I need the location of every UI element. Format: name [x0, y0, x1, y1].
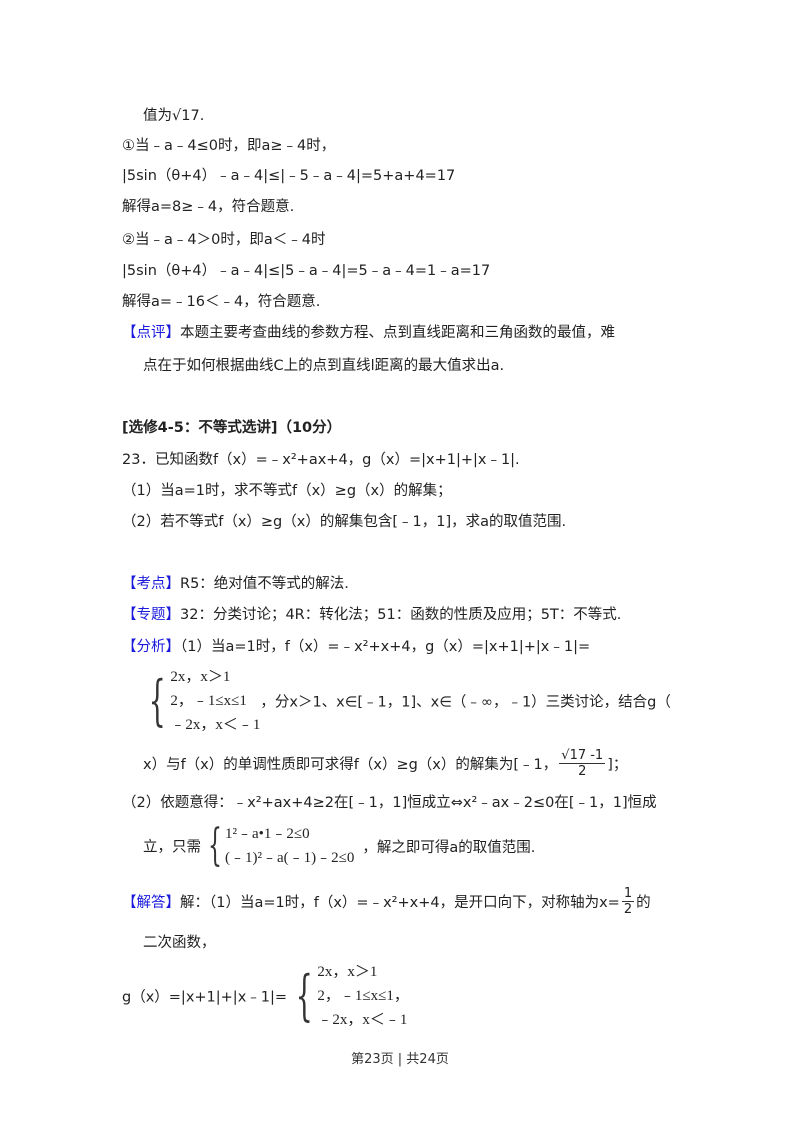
zhuanti-text: 32：分类讨论；4R：转化法；51：函数的性质及应用；5T：不等式.: [180, 607, 622, 623]
question-part-1: （1）当a=1时，求不等式f（x）≥g（x）的解集；: [122, 483, 452, 499]
piecewise-function: {2x，x＞1 2，﹣1≤x≤1， ﹣2x，x＜﹣1: [287, 960, 409, 1032]
text-line: 二次函数，: [143, 935, 216, 951]
kaodian-tag: 【考点】: [122, 576, 180, 592]
review-text: 本题主要考查曲线的参数方程、点到直线距离和三角函数的最值，难: [180, 325, 615, 341]
review-line: 【点评】本题主要考查曲线的参数方程、点到直线距离和三角函数的最值，难: [122, 323, 615, 343]
brace-icon: {: [208, 820, 222, 871]
text-line: ②当﹣a﹣4＞0时，即a＜﹣4时: [122, 232, 326, 248]
brace-icon: {: [295, 964, 313, 1027]
text: ]；: [607, 757, 628, 773]
text: x）与f（x）的单调性质即可求得f（x）≥g（x）的解集为[﹣1，: [143, 757, 558, 773]
zhuanti-line: 【专题】32：分类讨论；4R：转化法；51：函数的性质及应用；5T：不等式.: [122, 605, 621, 625]
text-line: |5sin（θ+4）﹣a﹣4|≤|5﹣a﹣4|=5﹣a﹣4=1﹣a=17: [122, 263, 491, 279]
text: ，解之即可得a的取值范围.: [362, 839, 536, 856]
piecewise-line: {2x，x＞1 2，﹣1≤x≤1 ﹣2x，x＜﹣1 ，分x＞1、x∈[﹣1，1]、x∈…: [140, 665, 671, 737]
question-text: 23．已知函数f（x）=﹣x²+ax+4，g（x）=|x+1|+|x﹣1|.: [122, 452, 520, 468]
zhuanti-tag: 【专题】: [122, 607, 180, 623]
text: 的: [636, 895, 651, 911]
denominator: 2: [623, 902, 633, 917]
denominator: 2: [578, 764, 587, 779]
system-row: 1²﹣a•1﹣2≤0: [225, 826, 310, 842]
numerator: √17 -1: [559, 748, 606, 764]
piecewise-row: 2x，x＞1: [170, 669, 231, 685]
text-line: 点在于如何根据曲线C上的点到直线l距离的最大值求出a.: [143, 358, 505, 374]
piecewise-row: 2，﹣1≤x≤1: [170, 693, 247, 709]
system-row: (﹣1)²﹣a(﹣1)﹣2≤0: [225, 850, 355, 866]
piecewise-function: {2x，x＞1 2，﹣1≤x≤1 ﹣2x，x＜﹣1: [140, 665, 261, 737]
piecewise-row: ﹣2x，x＜﹣1: [317, 1012, 408, 1028]
text: 解：（1）当a=1时，f（x）=﹣x²+x+4，是开口向下，对称轴为x=: [180, 895, 620, 911]
text: g（x）=|x+1|+|x﹣1|=: [122, 989, 288, 1006]
fenxi-tag: 【分析】: [122, 639, 180, 655]
piecewise-row: 2x，x＞1: [317, 964, 378, 980]
page-footer: 第23页 | 共24页: [351, 1052, 449, 1067]
review-tag: 【点评】: [122, 325, 180, 341]
brace-icon: {: [148, 669, 166, 732]
kaodian-line: 【考点】R5：绝对值不等式的解法.: [122, 574, 349, 594]
text-line: 立，只需 {1²﹣a•1﹣2≤0 (﹣1)²﹣a(﹣1)﹣2≤0 ，解之即可得a的取值…: [143, 822, 535, 870]
text-line: （2）依题意得：﹣x²+ax+4≥2在[﹣1，1]恒成立⇔x²﹣ax﹣2≤0在[…: [122, 795, 657, 811]
fenxi-text: （1）当a=1时，f（x）=﹣x²+x+4，g（x）=|x+1|+|x﹣1|=: [180, 639, 591, 655]
question-part-2: （2）若不等式f（x）≥g（x）的解集包含[﹣1，1]，求a的取值范围.: [122, 514, 567, 530]
section-heading: [选修4-5：不等式选讲]（10分）: [122, 420, 342, 436]
numerator: 1: [621, 886, 635, 902]
piecewise-row: 2，﹣1≤x≤1，: [317, 988, 409, 1004]
fraction: √17 -1 2: [559, 748, 606, 779]
text: 立，只需: [143, 839, 201, 856]
piecewise-row: ﹣2x，x＜﹣1: [170, 717, 261, 733]
kaodian-text: R5：绝对值不等式的解法.: [180, 576, 349, 592]
text-line: 值为√17.: [143, 108, 205, 124]
text-line: ，分x＞1、x∈[﹣1，1]、x∈（﹣∞，﹣1）三类讨论，结合g（: [260, 694, 671, 711]
text-line: ①当﹣a﹣4≤0时，即a≥﹣4时，: [122, 138, 336, 154]
inequality-system: {1²﹣a•1﹣2≤0 (﹣1)²﹣a(﹣1)﹣2≤0: [201, 822, 354, 870]
text-line: 解得a=﹣16＜﹣4，符合题意.: [122, 294, 321, 310]
fenxi-line: 【分析】（1）当a=1时，f（x）=﹣x²+x+4，g（x）=|x+1|+|x﹣…: [122, 637, 590, 657]
jieda-line: 【解答】解：（1）当a=1时，f（x）=﹣x²+x+4，是开口向下，对称轴为x=…: [122, 886, 651, 917]
text-line: x）与f（x）的单调性质即可求得f（x）≥g（x）的解集为[﹣1， √17 -1 2…: [143, 748, 627, 779]
text-line: g（x）=|x+1|+|x﹣1|= {2x，x＞1 2，﹣1≤x≤1， ﹣2x，x＜﹣…: [122, 960, 409, 1032]
text-line: 解得a=8≥﹣4，符合题意.: [122, 199, 295, 215]
text-line: |5sin（θ+4）﹣a﹣4|≤|﹣5﹣a﹣4|=5+a+4=17: [122, 168, 456, 184]
jieda-tag: 【解答】: [122, 895, 180, 911]
